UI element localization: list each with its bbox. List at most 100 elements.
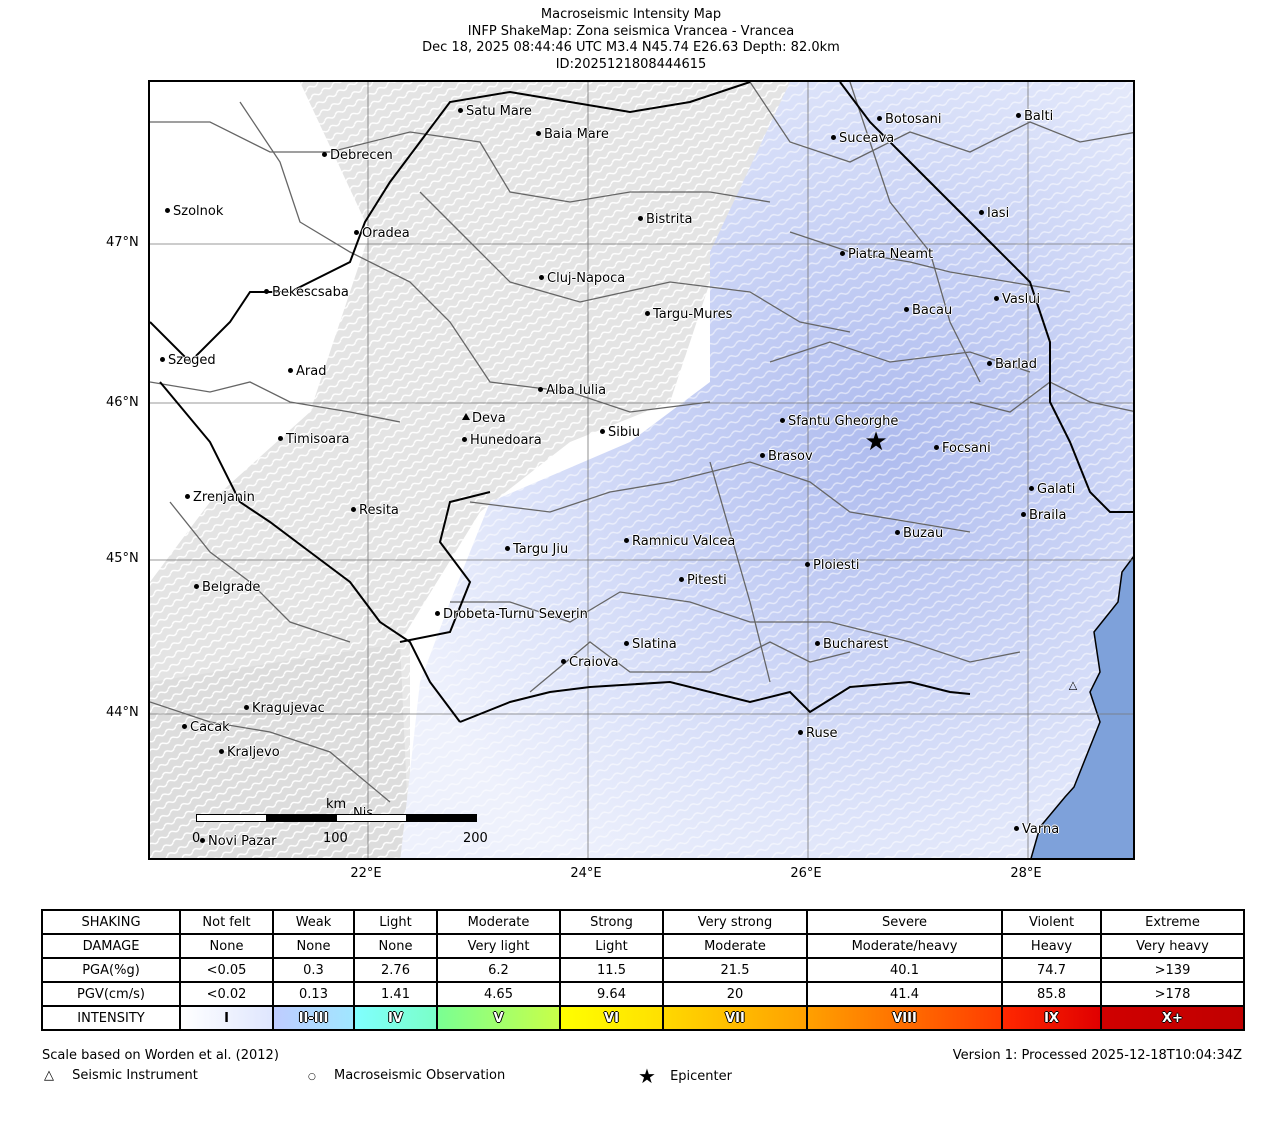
legend-cell: 21.5 xyxy=(662,957,808,983)
city-name: Focsani xyxy=(942,441,991,456)
city-dot-icon xyxy=(624,538,629,543)
lon-label-28: 28°E xyxy=(1010,866,1042,881)
legend-cell: Weak xyxy=(272,909,355,935)
city-label: Drobeta-Turnu Severin xyxy=(435,607,588,622)
legend-cell: Severe xyxy=(806,909,1003,935)
city-name: Botosani xyxy=(885,112,942,127)
city-name: Deva xyxy=(472,411,506,426)
city-dot-icon xyxy=(1029,486,1034,491)
city-name: Targu Jiu xyxy=(513,542,569,557)
city-dot-icon xyxy=(1016,113,1021,118)
city-name: Bistrita xyxy=(646,212,693,227)
lat-label-46: 46°N xyxy=(106,395,139,410)
city-label: Balti xyxy=(1016,109,1053,124)
city-name: Varna xyxy=(1022,822,1060,837)
city-name: Bekescsaba xyxy=(272,285,349,300)
seismic-instrument-icon[interactable]: △ xyxy=(1068,678,1078,692)
city-name: Drobeta-Turnu Severin xyxy=(443,607,588,622)
legend-cell: V xyxy=(436,1005,561,1031)
legend-cell: None xyxy=(353,933,438,959)
city-label: Slatina xyxy=(624,637,677,652)
circle-icon: ○ xyxy=(308,1072,316,1082)
city-label: Zrenjanin xyxy=(185,490,255,505)
city-dot-icon xyxy=(780,418,785,423)
city-name: Hunedoara xyxy=(470,433,542,448)
legend-cell: 20 xyxy=(662,981,808,1007)
scale-note: Scale based on Worden et al. (2012) xyxy=(42,1048,279,1063)
city-dot-icon xyxy=(278,436,283,441)
city-label: Targu Jiu xyxy=(505,542,568,557)
city-dot-icon xyxy=(462,437,467,442)
city-dot-icon xyxy=(244,705,249,710)
epicenter-star-icon[interactable]: ★ xyxy=(864,427,888,457)
legend-cell: II-III xyxy=(272,1005,355,1031)
city-dot-icon xyxy=(624,641,629,646)
city-label: Ploiesti xyxy=(805,558,860,573)
city-name: Pitesti xyxy=(687,573,727,588)
legend-row-intensity: INTENSITY I II-III IV V VI VII VIII IX X+ xyxy=(41,1005,1245,1031)
legend-cell: None xyxy=(179,933,274,959)
city-dot-icon xyxy=(994,296,999,301)
city-name: Oradea xyxy=(362,226,410,241)
city-dot-icon xyxy=(877,116,882,121)
intensity-map[interactable] xyxy=(148,80,1135,860)
city-label: Novi Pazar xyxy=(200,834,276,849)
city-label: Iasi xyxy=(979,206,1009,221)
legend-cell: 0.13 xyxy=(272,981,355,1007)
legend-cell: Violent xyxy=(1001,909,1102,935)
legend-cell: 1.41 xyxy=(353,981,438,1007)
lon-label-24: 24°E xyxy=(570,866,602,881)
city-dot-icon xyxy=(435,611,440,616)
city-name: Szolnok xyxy=(173,204,224,219)
city-label: Kragujevac xyxy=(244,701,325,716)
legend-cell: >178 xyxy=(1100,981,1245,1007)
legend-cell: <0.02 xyxy=(179,981,274,1007)
city-label: Baia Mare xyxy=(536,127,609,142)
legend-cell: Moderate/heavy xyxy=(806,933,1003,959)
city-dot-icon xyxy=(679,577,684,582)
city-dot-icon xyxy=(831,135,836,140)
scale-unit: km xyxy=(326,797,347,812)
event-id: ID:2025121808444615 xyxy=(555,56,707,72)
city-label: Ramnicu Valcea xyxy=(624,534,735,549)
lat-label-47: 47°N xyxy=(106,235,139,250)
city-label: Ruse xyxy=(798,726,837,741)
legend-observation-label: Macroseismic Observation xyxy=(334,1068,506,1083)
city-dot-icon xyxy=(458,108,463,113)
city-label: Alba Iulia xyxy=(538,383,606,398)
city-dot-icon xyxy=(219,749,224,754)
city-dot-icon xyxy=(288,368,293,373)
city-label: Suceava xyxy=(831,131,894,146)
city-name: Targu-Mures xyxy=(653,307,733,322)
city-name: Slatina xyxy=(632,637,677,652)
legend-row-header: DAMAGE xyxy=(41,933,181,959)
city-name: Sibiu xyxy=(608,425,640,440)
city-label: Varna xyxy=(1014,822,1059,837)
legend-cell: Light xyxy=(559,933,664,959)
city-label: Deva xyxy=(462,411,506,426)
intensity-legend-table: SHAKING Not felt Weak Light Moderate Strong Ve… xyxy=(41,909,1245,1031)
legend-row-header: PGA(%g) xyxy=(41,957,181,983)
legend-cell: I xyxy=(179,1005,274,1031)
legend-cell: IX xyxy=(1001,1005,1102,1031)
city-name: Buzau xyxy=(903,526,944,541)
city-label: Braila xyxy=(1021,508,1066,523)
legend-cell: >139 xyxy=(1100,957,1245,983)
city-dot-icon xyxy=(194,584,199,589)
legend-row-header: PGV(cm/s) xyxy=(41,981,181,1007)
instrument-triangle-icon[interactable] xyxy=(462,413,470,420)
city-dot-icon xyxy=(165,208,170,213)
country-borders xyxy=(150,82,1133,723)
city-label: Cluj-Napoca xyxy=(539,271,625,286)
city-label: Satu Mare xyxy=(458,104,532,119)
city-dot-icon xyxy=(505,546,510,551)
city-name: Ploiesti xyxy=(813,558,860,573)
legend-cell: <0.05 xyxy=(179,957,274,983)
city-dot-icon xyxy=(840,251,845,256)
city-label: Debrecen xyxy=(322,148,393,163)
legend-observation: ○ Macroseismic Observation xyxy=(308,1068,505,1083)
city-label: Focsani xyxy=(934,441,991,456)
city-dot-icon xyxy=(815,641,820,646)
city-label: Targu-Mures xyxy=(645,307,732,322)
city-name: Sfantu Gheorghe xyxy=(788,414,899,429)
